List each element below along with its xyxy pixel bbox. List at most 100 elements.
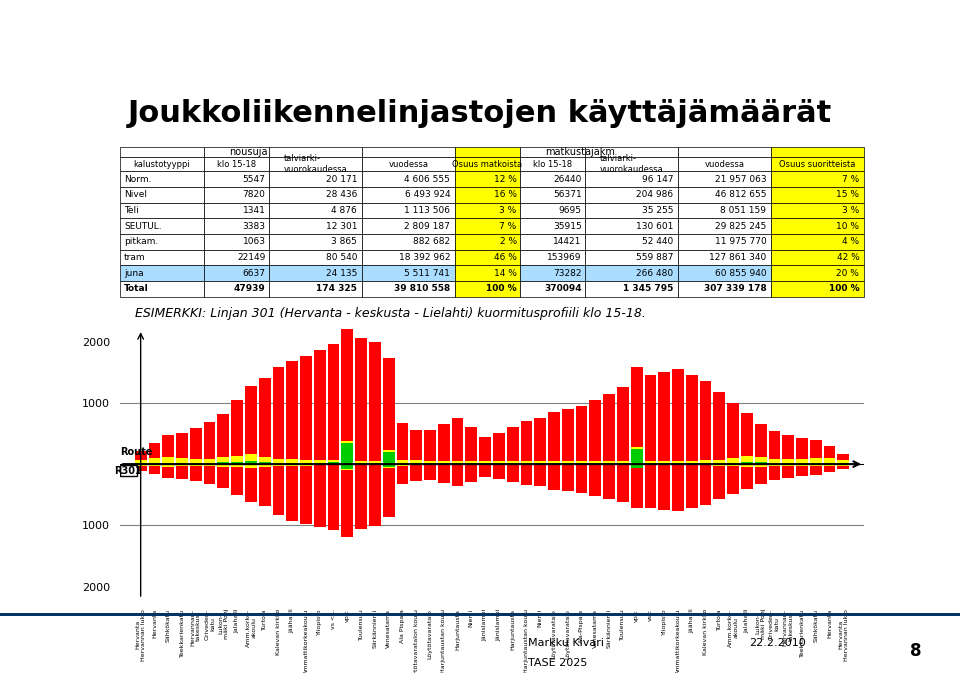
Bar [245, 465, 256, 468]
Bar [455, 265, 520, 281]
Text: 1 345 795: 1 345 795 [623, 285, 673, 293]
Text: 15 %: 15 % [836, 190, 859, 199]
Bar [686, 376, 698, 461]
Bar [824, 446, 835, 458]
Bar [355, 463, 367, 464]
Bar [410, 465, 422, 481]
Bar [438, 424, 449, 461]
Bar [190, 428, 202, 458]
Bar [585, 281, 678, 297]
Bar [327, 462, 340, 464]
Bar [396, 423, 408, 460]
Bar [741, 456, 753, 462]
Text: 2 %: 2 % [499, 238, 516, 246]
Bar [520, 203, 585, 218]
Bar [190, 463, 202, 464]
Text: ESIMERKKI: Linjan 301 (Hervanta - keskusta - Lielahti) kuormitusprofiili klo 15-: ESIMERKKI: Linjan 301 (Hervanta - keskus… [134, 306, 646, 320]
Bar [713, 463, 725, 464]
Bar [548, 412, 560, 461]
Text: 7820: 7820 [243, 190, 266, 199]
Bar [327, 460, 340, 462]
Bar [204, 463, 215, 464]
Bar [771, 203, 864, 218]
Bar [548, 463, 560, 464]
Bar [204, 281, 269, 297]
Bar [204, 464, 215, 466]
Bar [589, 461, 601, 463]
Bar [120, 250, 204, 265]
Bar [355, 339, 367, 461]
Bar [438, 463, 449, 464]
Bar [700, 381, 711, 460]
Bar [686, 463, 698, 464]
Bar [162, 457, 174, 463]
Bar [273, 367, 284, 458]
Text: 18 392 962: 18 392 962 [398, 253, 450, 262]
Text: 96 147: 96 147 [642, 174, 673, 184]
Bar [355, 465, 367, 530]
Bar [644, 465, 657, 508]
Bar [520, 171, 585, 187]
Bar [362, 171, 455, 187]
Text: 4 876: 4 876 [331, 206, 357, 215]
Bar [644, 376, 657, 461]
Bar [659, 461, 670, 463]
Bar [782, 463, 794, 464]
Bar [269, 265, 362, 281]
Bar [631, 464, 642, 468]
Bar [479, 463, 491, 464]
Bar [507, 463, 518, 464]
Bar [269, 250, 362, 265]
Bar [585, 203, 678, 218]
Bar [369, 463, 381, 464]
Bar [120, 187, 204, 203]
Bar [644, 461, 657, 463]
Bar [700, 460, 711, 463]
Bar [424, 431, 436, 461]
Bar [259, 458, 271, 462]
Bar [741, 462, 753, 464]
Bar [120, 281, 204, 297]
Bar [455, 250, 520, 265]
Bar [576, 406, 588, 461]
Text: 22149: 22149 [237, 253, 266, 262]
Bar [245, 454, 256, 461]
Bar [585, 234, 678, 250]
Bar [755, 458, 766, 462]
Text: 14421: 14421 [553, 238, 582, 246]
Bar [771, 250, 864, 265]
Bar [286, 463, 298, 464]
Bar [837, 463, 850, 464]
Bar [617, 463, 629, 464]
Bar [120, 171, 204, 187]
Text: 12 301: 12 301 [325, 221, 357, 231]
Bar [120, 157, 204, 171]
Bar [134, 466, 147, 470]
Bar [741, 467, 753, 489]
Bar [837, 466, 850, 468]
Bar [245, 461, 256, 464]
Bar [678, 281, 771, 297]
Bar [771, 147, 864, 157]
Text: 174 325: 174 325 [316, 285, 357, 293]
Bar [300, 460, 312, 463]
Text: 5547: 5547 [243, 174, 266, 184]
Text: 42 %: 42 % [836, 253, 859, 262]
Bar [520, 157, 585, 171]
Bar [300, 463, 312, 464]
Bar [686, 461, 698, 463]
Bar [269, 234, 362, 250]
Bar [362, 281, 455, 297]
Bar [362, 147, 455, 157]
Bar [603, 461, 615, 463]
Text: 7 %: 7 % [499, 221, 516, 231]
Bar [286, 459, 298, 463]
Bar [204, 459, 215, 463]
Bar [479, 437, 491, 461]
Bar [204, 234, 269, 250]
Bar [362, 187, 455, 203]
Bar [455, 171, 520, 187]
Bar [269, 203, 362, 218]
Text: Nivel: Nivel [124, 190, 147, 199]
Text: 35915: 35915 [553, 221, 582, 231]
